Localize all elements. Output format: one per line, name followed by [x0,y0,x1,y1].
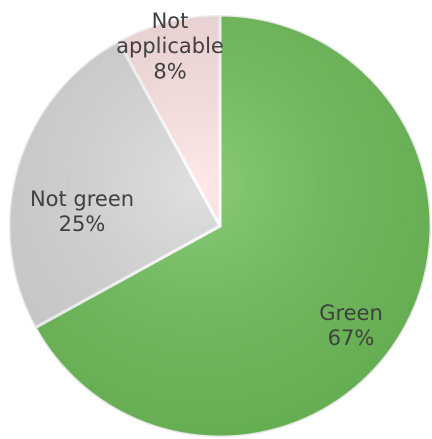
data-label-green: Green 67% [319,301,383,350]
